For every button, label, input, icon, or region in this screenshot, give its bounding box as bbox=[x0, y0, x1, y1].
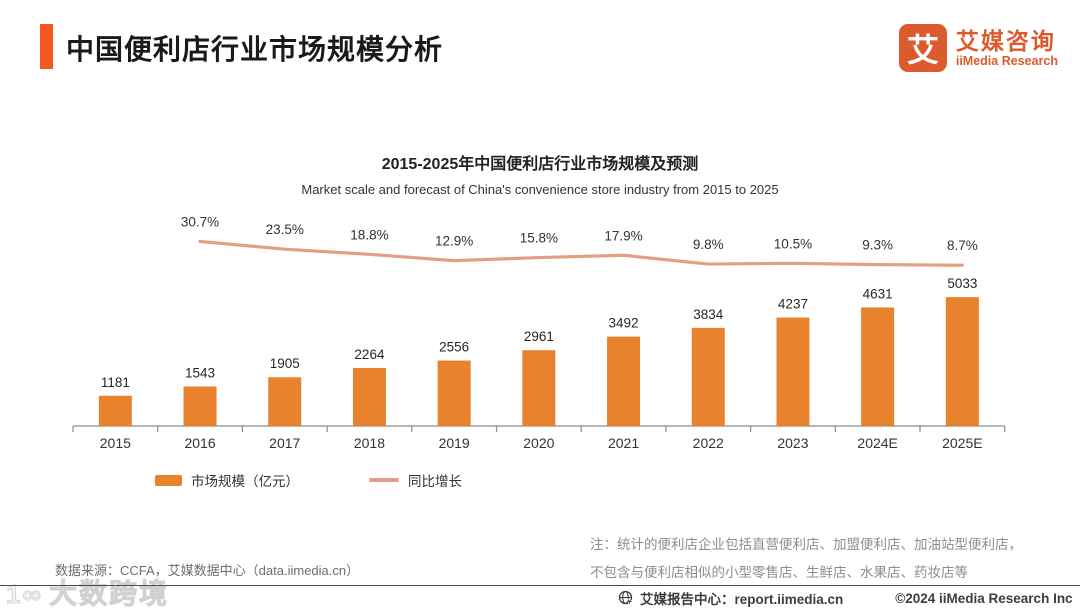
watermark-logo: 1∞ bbox=[6, 579, 43, 610]
logo-name-cn: 艾媒咨询 bbox=[955, 27, 1056, 54]
year-tick-label: 2025E bbox=[942, 435, 982, 451]
title-accent-bar bbox=[40, 24, 53, 69]
bar-value-label: 2961 bbox=[524, 329, 554, 344]
bar bbox=[352, 368, 386, 426]
bar bbox=[268, 377, 302, 426]
chart-note: 注：统计的便利店企业包括直营便利店、加盟便利店、加油站型便利店， 不包含与便利店… bbox=[590, 531, 1022, 587]
growth-point-label: 17.9% bbox=[604, 228, 642, 243]
growth-line bbox=[198, 239, 964, 267]
growth-point-label: 8.7% bbox=[947, 238, 978, 253]
bar-value-label: 3492 bbox=[609, 316, 639, 331]
bar bbox=[98, 395, 132, 426]
globe-icon bbox=[618, 590, 634, 606]
year-tick-label: 2024E bbox=[857, 435, 897, 451]
bar-value-label: 1905 bbox=[270, 356, 300, 371]
growth-point-label: 23.5% bbox=[266, 222, 304, 237]
chart-title: 2015-2025年中国便利店行业市场规模及预测 bbox=[381, 156, 699, 173]
year-tick-label: 2015 bbox=[100, 435, 131, 451]
growth-point-label: 9.3% bbox=[862, 238, 893, 253]
growth-point-label: 15.8% bbox=[520, 231, 558, 246]
page-title: 中国便利店行业市场规模分析 bbox=[66, 34, 444, 65]
legend-item-market-scale: 市场规模（亿元） bbox=[155, 470, 299, 490]
bar-value-label: 5033 bbox=[947, 276, 977, 291]
chart-subtitle: Market scale and forecast of China's con… bbox=[301, 182, 779, 197]
bar-swatch-icon bbox=[155, 474, 182, 486]
iimedia-logo-text: 艾媒咨询 iiMedia Research bbox=[956, 28, 1058, 69]
growth-point-label: 12.9% bbox=[435, 234, 473, 249]
growth-point-label: 30.7% bbox=[181, 214, 219, 229]
growth-point-label: 9.8% bbox=[693, 237, 724, 252]
watermark: 1∞ 大数跨境 bbox=[6, 572, 169, 612]
bar-value-label: 1181 bbox=[101, 375, 130, 390]
bar-value-label: 3834 bbox=[693, 307, 724, 322]
logo-name-en: iiMedia Research bbox=[955, 53, 1058, 68]
data-source: 数据来源：CCFA，艾媒数据中心（data.iimedia.cn） bbox=[55, 563, 360, 578]
footer-report-link[interactable]: 艾媒报告中心：report.iimedia.cn bbox=[640, 592, 844, 607]
bar bbox=[522, 350, 556, 426]
bar-value-label: 2264 bbox=[354, 347, 385, 362]
line-swatch-icon bbox=[369, 478, 399, 482]
year-tick-label: 2021 bbox=[608, 435, 639, 451]
footer: 艾媒报告中心：report.iimedia.cn ©2024 iiMedia R… bbox=[618, 588, 1073, 608]
market-scale-chart: 1181 2015 1543 2016 1905 2017 2264 2018 2556 2019… bbox=[72, 214, 1006, 451]
bar-value-label: 1543 bbox=[185, 365, 215, 380]
bar bbox=[861, 307, 895, 426]
bar bbox=[607, 336, 641, 426]
note-line-1: 注：统计的便利店企业包括直营便利店、加盟便利店、加油站型便利店， bbox=[590, 537, 1022, 552]
year-tick-label: 2022 bbox=[693, 435, 724, 451]
legend-item-growth: 同比增长 bbox=[369, 470, 462, 490]
year-tick-label: 2017 bbox=[269, 435, 300, 451]
legend-line-label: 同比增长 bbox=[408, 474, 462, 489]
chart-legend: 市场规模（亿元） 同比增长 bbox=[155, 470, 462, 490]
bar bbox=[183, 386, 217, 426]
bar-value-label: 4631 bbox=[863, 286, 893, 301]
bar bbox=[776, 317, 810, 426]
bar bbox=[691, 327, 725, 426]
legend-bar-label: 市场规模（亿元） bbox=[191, 474, 299, 489]
year-tick-label: 2020 bbox=[523, 435, 554, 451]
footer-copyright: ©2024 iiMedia Research Inc bbox=[895, 590, 1073, 606]
year-tick-label: 2016 bbox=[184, 435, 215, 451]
year-tick-label: 2019 bbox=[439, 435, 470, 451]
watermark-text: 大数跨境 bbox=[48, 578, 170, 610]
growth-point-label: 10.5% bbox=[774, 236, 812, 251]
bar-value-label: 2556 bbox=[439, 340, 469, 355]
bar-value-label: 4237 bbox=[778, 297, 808, 312]
year-tick-label: 2023 bbox=[777, 435, 808, 451]
bar bbox=[945, 297, 979, 426]
iimedia-logo-icon: 艾 bbox=[898, 24, 947, 72]
growth-point-label: 18.8% bbox=[350, 227, 388, 242]
year-tick-label: 2018 bbox=[354, 435, 385, 451]
iimedia-logo: 艾 艾媒咨询 iiMedia Research bbox=[898, 24, 1058, 72]
bar bbox=[437, 360, 471, 426]
header: 中国便利店行业市场规模分析 艾 艾媒咨询 iiMedia Research bbox=[0, 0, 1080, 92]
note-line-2: 不包含与便利店相似的小型零售店、生鲜店、水果店、药妆店等 bbox=[590, 565, 968, 580]
footer-divider bbox=[0, 585, 1080, 586]
